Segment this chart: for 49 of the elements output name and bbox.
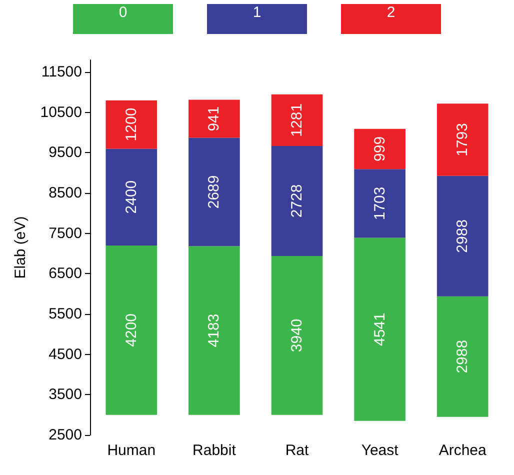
data-label: 1793: [454, 123, 472, 156]
text: 1: [207, 4, 307, 34]
x-tick-label: Yeast: [361, 442, 400, 459]
text: 0: [73, 4, 173, 34]
data-label: 941: [206, 106, 223, 132]
data-label: 1200: [122, 108, 140, 142]
data-label: 2988: [454, 340, 472, 374]
data-label: 3940: [288, 318, 306, 352]
data-label: 2689: [206, 175, 223, 209]
bar: [436, 296, 488, 417]
data-label: 4183: [206, 314, 223, 348]
y-tick-label: 2500: [48, 426, 82, 444]
text: 2: [341, 4, 441, 34]
data-label: 999: [371, 136, 388, 162]
bar: [436, 104, 488, 176]
y-tick-label: 7500: [48, 224, 82, 242]
x-tick-label: Rabbit: [192, 442, 237, 459]
y-tick-label: 5500: [48, 306, 82, 323]
y-tick-label: 10500: [40, 104, 82, 121]
y-tick-label: 11500: [41, 64, 82, 81]
bar: [188, 246, 240, 415]
data-label: 1703: [371, 186, 388, 220]
data-label: 4541: [371, 312, 388, 346]
bar: [354, 128, 406, 170]
y-tick-label: 8500: [48, 184, 82, 202]
bar: [354, 169, 406, 238]
y-tick-label: 4500: [48, 346, 82, 363]
bar: [271, 94, 323, 146]
bar: [188, 100, 240, 138]
data-label: 2728: [288, 184, 306, 218]
bar: [188, 138, 240, 246]
data-label: 4200: [122, 313, 140, 347]
x-tick-label: Rat: [285, 442, 310, 459]
y-tick-label: 9500: [48, 144, 82, 162]
data-label: 2400: [122, 180, 140, 214]
bar: [436, 176, 488, 296]
x-tick-label: Human: [107, 442, 156, 459]
x-tick-label: Archea: [438, 442, 488, 459]
data-label: 2988: [454, 219, 472, 253]
bar: [271, 146, 323, 256]
bar: [106, 148, 158, 246]
bar: [106, 245, 158, 415]
y-tick-label: 3500: [48, 386, 82, 404]
bar: [271, 256, 323, 415]
y-axis-title: Elab (eV): [12, 216, 29, 279]
y-tick-label: 6500: [48, 265, 82, 282]
data-label: 1281: [288, 103, 306, 137]
bar: [106, 100, 158, 149]
bar: [354, 238, 406, 421]
